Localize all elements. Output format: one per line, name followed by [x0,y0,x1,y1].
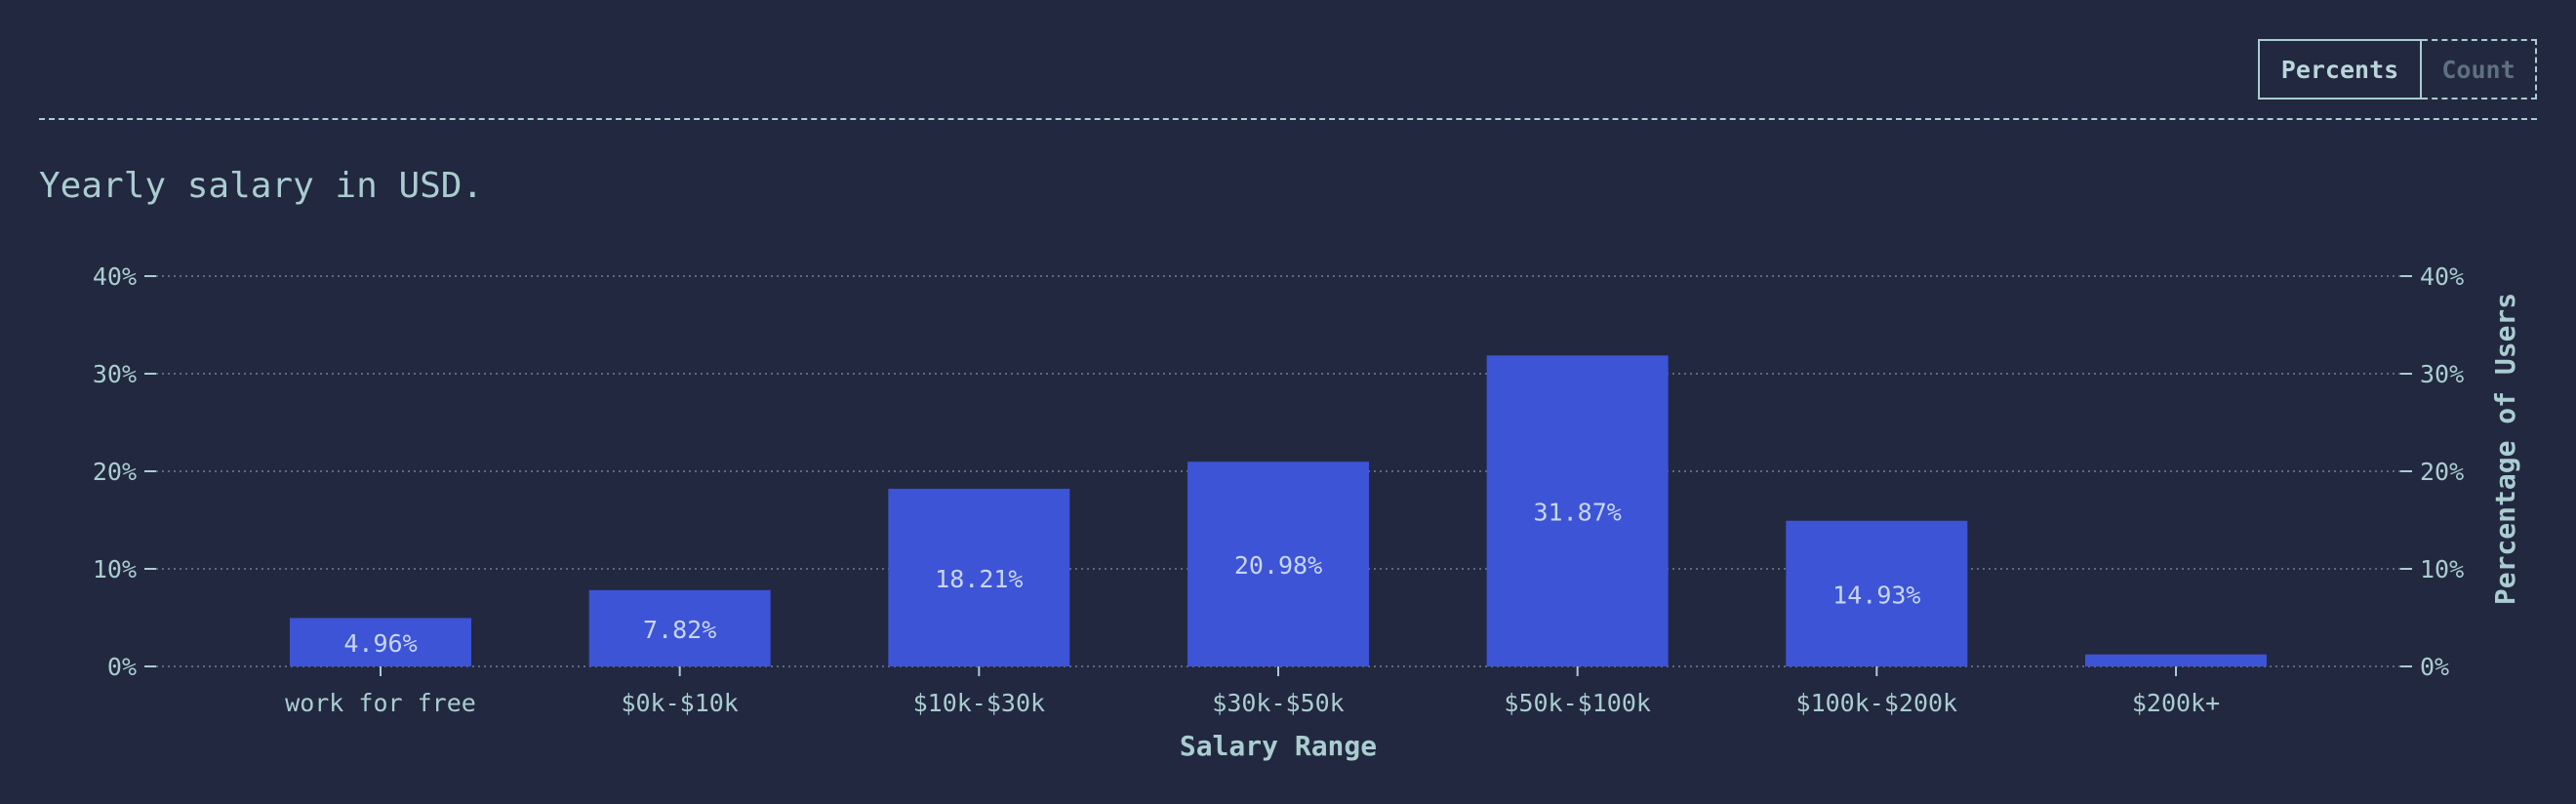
bar-data-label: 14.93% [1832,581,1920,609]
bar-data-label: 18.21% [935,565,1023,593]
count-toggle-button[interactable]: Count [2422,39,2537,100]
x-tick-label: work for free [285,689,476,717]
bar [2085,654,2267,666]
bar [1486,355,1669,666]
x-tick-label: $10k-$30k [913,689,1045,717]
y-axis-title: Percentage of Users [2489,293,2521,605]
x-tick-label: $50k-$100k [1504,689,1651,717]
x-tick-label: $0k-$10k [621,689,738,717]
y-tick-label-right: 20% [2420,458,2464,486]
bar-data-label: 4.96% [343,629,417,658]
x-tick-label: $30k-$50k [1212,689,1344,717]
x-tick-label: $100k-$200k [1796,689,1958,717]
y-tick-label-left: 10% [93,555,137,583]
y-tick-label-left: 0% [107,653,137,681]
view-toggle: Percents Count [2258,39,2537,100]
y-tick-label-left: 20% [93,458,137,486]
bar-data-label: 20.98% [1234,551,1322,580]
y-tick-label-right: 30% [2420,360,2464,388]
x-tick-label: $200k+ [2132,689,2220,717]
chart-title: Yearly salary in USD. [39,166,484,206]
header-divider [39,118,2537,120]
bar [1187,462,1369,666]
bar-data-label: 31.87% [1534,499,1622,527]
bar [1786,520,1968,666]
y-tick-label-right: 40% [2420,262,2464,291]
bar [588,589,771,666]
bar-data-label: 7.82% [643,616,716,644]
y-tick-label-left: 40% [93,262,137,291]
axes: 0% 0% 10% 10% 20% 20% 30% 30% 40% 40% work for fre… [93,262,2464,717]
y-tick-label-right: 0% [2420,653,2449,681]
bars: 4.96% 7.82% 18.21% 20.98% 31.87% 14.93% [290,355,2267,666]
bar [290,618,471,666]
y-tick-label-left: 30% [93,360,137,388]
y-tick-label-right: 10% [2420,555,2464,583]
bar [888,488,1070,666]
percents-toggle-button[interactable]: Percents [2258,39,2422,100]
x-axis-title: Salary Range [1180,730,1377,762]
